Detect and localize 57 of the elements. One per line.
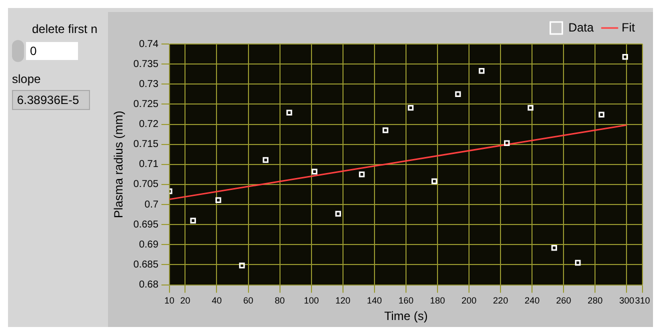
point bbox=[358, 172, 365, 178]
x-tick-label: 160 bbox=[398, 296, 414, 306]
point bbox=[528, 104, 534, 111]
point bbox=[478, 68, 485, 74]
x-tick-label: 240 bbox=[524, 296, 540, 306]
y-tick-label: 0.69 bbox=[138, 239, 159, 250]
point bbox=[215, 197, 222, 203]
point bbox=[408, 104, 414, 111]
text: slope bbox=[12, 72, 42, 86]
point bbox=[239, 262, 245, 268]
x-tick-label: 180 bbox=[430, 296, 446, 306]
y-tick-label: 0.715 bbox=[133, 139, 159, 150]
y-tick-label: 0.73 bbox=[138, 78, 159, 90]
point bbox=[335, 210, 342, 217]
point bbox=[431, 178, 438, 184]
point bbox=[622, 54, 628, 60]
y-tick-label: 0.735 bbox=[133, 58, 159, 70]
x-tick-label: 280 bbox=[588, 296, 603, 306]
point bbox=[598, 112, 604, 118]
x-tick-label: 100 bbox=[304, 296, 319, 306]
x-tick-label: 260 bbox=[556, 296, 572, 306]
point bbox=[312, 168, 318, 174]
point bbox=[262, 157, 268, 163]
y-tick-label: 0.68 bbox=[138, 280, 159, 291]
x-tick-label: 10 bbox=[164, 296, 174, 306]
point bbox=[574, 260, 581, 266]
x-tick-label: 300 bbox=[619, 296, 634, 306]
y-tick-label: 0.71 bbox=[138, 159, 159, 170]
point bbox=[190, 218, 196, 224]
number-field: 0 bbox=[26, 42, 78, 60]
y-tick-label: 0.685 bbox=[133, 259, 159, 270]
x-tick-label: 40 bbox=[212, 296, 222, 306]
y-tick-label: 0.725 bbox=[133, 98, 159, 110]
point bbox=[504, 140, 510, 146]
y-tick-label: 0.695 bbox=[133, 219, 159, 230]
x-tick-label: 200 bbox=[462, 296, 477, 306]
x-tick-label: 20 bbox=[180, 296, 190, 306]
text: delete first n bbox=[32, 22, 98, 36]
legend-label: Fit bbox=[622, 20, 636, 34]
x-tick-label: 60 bbox=[243, 296, 254, 306]
y-tick-label: 0.7 bbox=[144, 199, 159, 210]
point bbox=[551, 245, 558, 251]
point bbox=[382, 127, 388, 134]
y-axis-title: Plasma radius (mm) bbox=[112, 110, 126, 218]
y-tick-label: 0.72 bbox=[138, 119, 159, 130]
x-tick-label: 80 bbox=[274, 296, 285, 306]
x-tick-label: 120 bbox=[335, 296, 350, 306]
legend-label: Data bbox=[568, 20, 594, 34]
readout-field: 6.38936E-5 bbox=[12, 90, 90, 110]
x-tick-label: 220 bbox=[493, 296, 508, 306]
x-tick-label: 310 bbox=[634, 296, 650, 306]
point bbox=[455, 91, 461, 98]
point bbox=[286, 110, 292, 116]
y-tick-label: 0.74 bbox=[138, 38, 159, 50]
y-tick-label: 0.705 bbox=[133, 179, 159, 190]
x-axis-title: Time (s) bbox=[384, 309, 428, 324]
x-tick-label: 140 bbox=[366, 296, 382, 306]
